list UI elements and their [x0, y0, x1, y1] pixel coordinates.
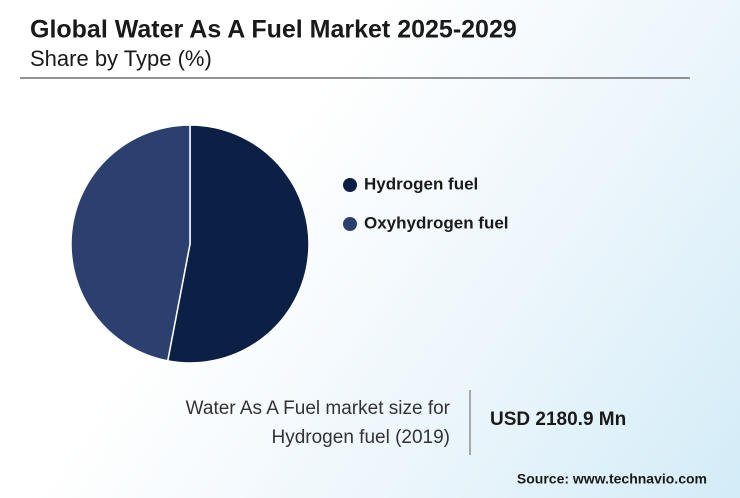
source: Source: www.technavio.com	[517, 471, 707, 487]
chart-title: Global Water As A Fuel Market 2025-2029	[30, 16, 517, 44]
summary-label: Water As A Fuel market size for Hydrogen…	[185, 398, 450, 448]
legend-marker	[343, 217, 357, 231]
pie-slice	[70, 124, 191, 362]
legend-label: Oxyhydrogen fuel	[364, 213, 509, 232]
legend-label: Hydrogen fuel	[364, 174, 478, 193]
pie-slice	[166, 124, 310, 364]
legend-marker	[343, 178, 357, 192]
chart-subtitle: Share by Type (%)	[30, 46, 212, 71]
summary-value: USD 2180.9 Mn	[490, 409, 626, 430]
